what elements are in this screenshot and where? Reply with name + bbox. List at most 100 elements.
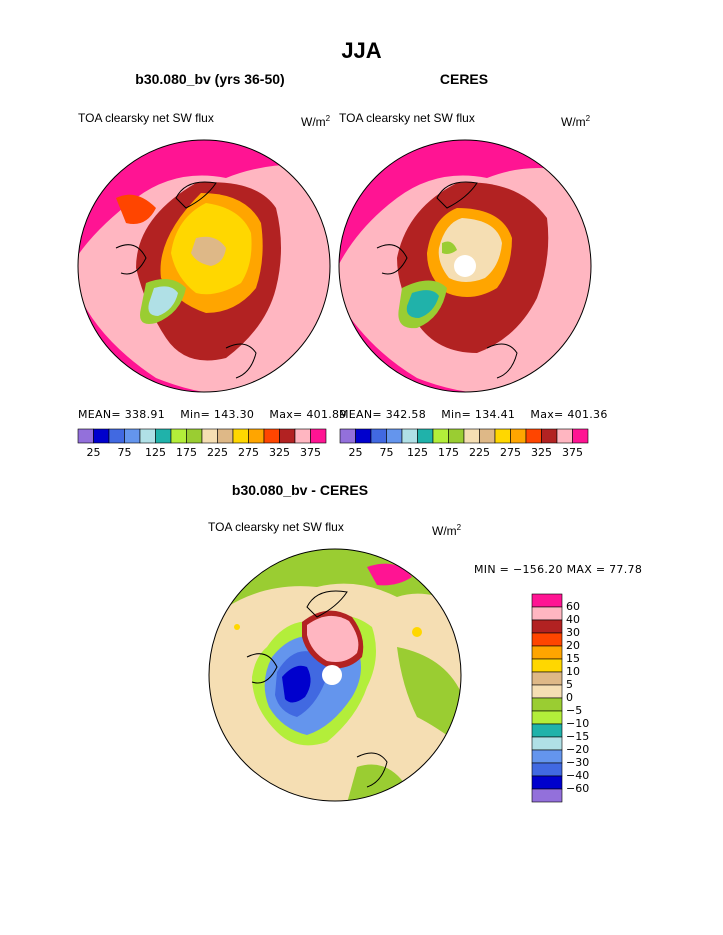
colorbar-swatch bbox=[294, 428, 311, 444]
colorbar-tick-label: 275 bbox=[238, 446, 259, 459]
colorbar-tick-label: 375 bbox=[562, 446, 583, 459]
colorbar-swatch bbox=[531, 736, 563, 751]
colorbar-tick-label: 40 bbox=[566, 613, 580, 626]
colorbar-tick-label: −5 bbox=[566, 704, 583, 717]
colorbar-swatch bbox=[572, 428, 589, 444]
colorbar-tick-label: 175 bbox=[438, 446, 459, 459]
colorbar-swatch bbox=[556, 428, 573, 444]
colorbar-swatch bbox=[232, 428, 249, 444]
ceres-max: Max= 401.36 bbox=[530, 408, 608, 421]
colorbar-tick-label: 25 bbox=[86, 446, 101, 459]
colorbar-tick-label: −60 bbox=[566, 782, 590, 795]
colorbar-swatch bbox=[279, 428, 296, 444]
colorbar-tick-label: 10 bbox=[566, 665, 580, 678]
ceres-mean: MEAN= 342.58 bbox=[339, 408, 426, 421]
colorbar-tick-label: −30 bbox=[566, 756, 590, 769]
colorbar-swatch bbox=[448, 428, 465, 444]
colorbar-swatch bbox=[108, 428, 125, 444]
colorbar-tick-label: 325 bbox=[531, 446, 552, 459]
unit-exponent: 2 bbox=[585, 114, 591, 123]
colorbar-tick-label: −10 bbox=[566, 717, 590, 730]
model-field-label: TOA clearsky net SW flux bbox=[78, 111, 214, 125]
colorbar-swatch bbox=[531, 697, 563, 712]
colorbar-swatch bbox=[541, 428, 558, 444]
colorbar-swatch bbox=[531, 619, 563, 634]
diff-field-label: TOA clearsky net SW flux bbox=[208, 520, 344, 534]
colorbar-tick-label: 125 bbox=[407, 446, 428, 459]
unit-base: W/m bbox=[561, 115, 586, 129]
colorbar-swatch bbox=[217, 428, 234, 444]
colorbar-swatch bbox=[510, 428, 527, 444]
ceres-panel-title: CERES bbox=[439, 71, 489, 87]
colorbar-swatch bbox=[186, 428, 203, 444]
diff-panel-title: b30.080_bv - CERES bbox=[231, 482, 369, 498]
model-colorbar bbox=[77, 428, 327, 444]
colorbar-swatch bbox=[479, 428, 496, 444]
diff-colorbar bbox=[531, 593, 563, 803]
colorbar-tick-label: 25 bbox=[348, 446, 363, 459]
colorbar-tick-label: 30 bbox=[566, 626, 580, 639]
colorbar-swatch bbox=[155, 428, 172, 444]
colorbar-swatch bbox=[370, 428, 387, 444]
colorbar-tick-label: 5 bbox=[566, 678, 573, 691]
colorbar-tick-label: 20 bbox=[566, 639, 580, 652]
model-max: Max= 401.89 bbox=[269, 408, 347, 421]
colorbar-swatch bbox=[531, 710, 563, 725]
colorbar-swatch bbox=[531, 749, 563, 764]
colorbar-tick-label: 75 bbox=[117, 446, 132, 459]
colorbar-swatch bbox=[339, 428, 356, 444]
colorbar-swatch bbox=[531, 723, 563, 738]
colorbar-swatch bbox=[525, 428, 542, 444]
ceres-colorbar-labels: 25 75 125 175 225 275 325 375 bbox=[340, 446, 588, 460]
colorbar-tick-label: 225 bbox=[207, 446, 228, 459]
diff-minmax: MIN = −156.20 MAX = 77.78 bbox=[474, 563, 643, 576]
model-min: Min= 143.30 bbox=[180, 408, 255, 421]
unit-exponent: 2 bbox=[325, 114, 331, 123]
colorbar-tick-label: 225 bbox=[469, 446, 490, 459]
colorbar-swatch bbox=[201, 428, 218, 444]
colorbar-swatch bbox=[77, 428, 94, 444]
colorbar-tick-label: 0 bbox=[566, 691, 573, 704]
colorbar-tick-label: −15 bbox=[566, 730, 590, 743]
colorbar-swatch bbox=[93, 428, 110, 444]
model-stats: MEAN= 338.91 Min= 143.30 Max= 401.89 bbox=[78, 408, 347, 421]
colorbar-tick-label: 125 bbox=[145, 446, 166, 459]
ceres-stats: MEAN= 342.58 Min= 134.41 Max= 401.36 bbox=[339, 408, 608, 421]
colorbar-swatch bbox=[386, 428, 403, 444]
ceres-unit-label: W/m2 bbox=[561, 114, 590, 129]
colorbar-swatch bbox=[531, 606, 563, 621]
colorbar-swatch bbox=[531, 632, 563, 647]
model-unit-label: W/m2 bbox=[301, 114, 330, 129]
colorbar-tick-label: 60 bbox=[566, 600, 580, 613]
colorbar-swatch bbox=[310, 428, 327, 444]
colorbar-tick-label: 375 bbox=[300, 446, 321, 459]
colorbar-swatch bbox=[170, 428, 187, 444]
unit-base: W/m bbox=[432, 524, 457, 538]
colorbar-swatch bbox=[531, 645, 563, 660]
colorbar-tick-label: 175 bbox=[176, 446, 197, 459]
colorbar-swatch bbox=[531, 762, 563, 777]
unit-base: W/m bbox=[301, 115, 326, 129]
colorbar-swatch bbox=[139, 428, 156, 444]
colorbar-swatch bbox=[463, 428, 480, 444]
unit-exponent: 2 bbox=[456, 523, 462, 532]
diff-polar-map bbox=[208, 548, 462, 802]
colorbar-swatch bbox=[248, 428, 265, 444]
colorbar-tick-label: −20 bbox=[566, 743, 590, 756]
figure-title: JJA bbox=[341, 38, 382, 63]
colorbar-swatch bbox=[417, 428, 434, 444]
colorbar-tick-label: 275 bbox=[500, 446, 521, 459]
colorbar-swatch bbox=[401, 428, 418, 444]
colorbar-swatch bbox=[531, 658, 563, 673]
colorbar-swatch bbox=[531, 671, 563, 686]
colorbar-swatch bbox=[494, 428, 511, 444]
model-colorbar-labels: 25 75 125 175 225 275 325 375 bbox=[78, 446, 326, 460]
colorbar-tick-label: 15 bbox=[566, 652, 580, 665]
ceres-field-label: TOA clearsky net SW flux bbox=[339, 111, 475, 125]
ceres-polar-map bbox=[338, 139, 592, 393]
diff-unit-label: W/m2 bbox=[432, 523, 461, 538]
colorbar-swatch bbox=[531, 684, 563, 699]
model-panel-title: b30.080_bv (yrs 36-50) bbox=[135, 71, 285, 87]
colorbar-swatch bbox=[355, 428, 372, 444]
colorbar-tick-label: 325 bbox=[269, 446, 290, 459]
